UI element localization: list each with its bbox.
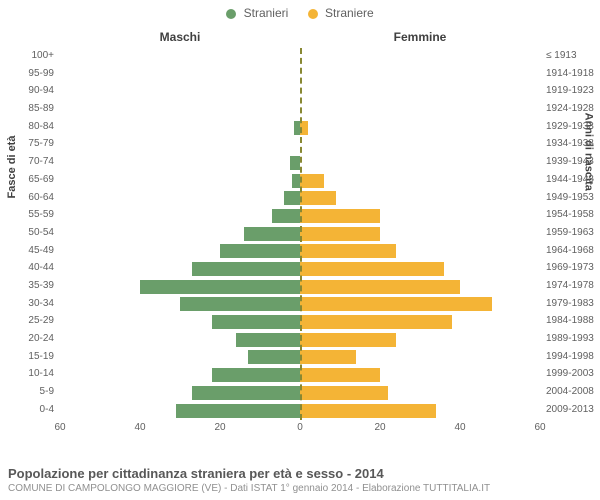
age-label: 95-99 — [4, 68, 60, 79]
population-pyramid: Maschi Femmine 100+≤ 191395-991914-19189… — [60, 30, 540, 440]
birth-year-label: 1919-1923 — [540, 85, 598, 96]
age-label: 5-9 — [4, 386, 60, 397]
legend-dot-male — [226, 9, 236, 19]
birth-year-label: 1964-1968 — [540, 245, 598, 256]
bar-female — [300, 350, 356, 364]
legend-item-male: Stranieri — [226, 6, 288, 20]
birth-year-label: 1949-1953 — [540, 192, 598, 203]
age-label: 60-64 — [4, 192, 60, 203]
bar-male — [292, 174, 300, 188]
bar-male — [176, 404, 300, 418]
birth-year-label: 1924-1928 — [540, 103, 598, 114]
age-label: 80-84 — [4, 121, 60, 132]
bar-female — [300, 386, 388, 400]
column-header-male: Maschi — [60, 30, 300, 44]
bar-male — [212, 315, 300, 329]
bar-female — [300, 297, 492, 311]
x-tick: 20 — [214, 422, 225, 433]
legend-label-male: Stranieri — [244, 6, 289, 20]
age-label: 25-29 — [4, 315, 60, 326]
bar-male — [140, 280, 300, 294]
bar-female — [300, 244, 396, 258]
age-label: 90-94 — [4, 85, 60, 96]
legend-label-female: Straniere — [325, 6, 374, 20]
birth-year-label: 1989-1993 — [540, 333, 598, 344]
x-tick: 40 — [454, 422, 465, 433]
bar-female — [300, 333, 396, 347]
x-tick: 0 — [297, 422, 303, 433]
age-label: 85-89 — [4, 103, 60, 114]
bar-male — [236, 333, 300, 347]
bar-male — [248, 350, 300, 364]
bar-male — [284, 191, 300, 205]
age-label: 0-4 — [4, 404, 60, 415]
age-label: 35-39 — [4, 280, 60, 291]
footer-title: Popolazione per cittadinanza straniera p… — [8, 466, 592, 481]
bar-female — [300, 174, 324, 188]
age-label: 55-59 — [4, 209, 60, 220]
birth-year-label: 2009-2013 — [540, 404, 598, 415]
birth-year-label: 1974-1978 — [540, 280, 598, 291]
birth-year-label: 1914-1918 — [540, 68, 598, 79]
footer-subtitle: COMUNE DI CAMPOLONGO MAGGIORE (VE) - Dat… — [8, 483, 592, 494]
bar-male — [220, 244, 300, 258]
birth-year-label: 1969-1973 — [540, 262, 598, 273]
legend-item-female: Straniere — [308, 6, 374, 20]
bar-male — [180, 297, 300, 311]
bar-male — [192, 262, 300, 276]
center-divider — [300, 48, 302, 420]
x-tick: 40 — [134, 422, 145, 433]
x-tick: 20 — [374, 422, 385, 433]
birth-year-label: 1994-1998 — [540, 351, 598, 362]
birth-year-label: 1944-1948 — [540, 174, 598, 185]
bar-male — [212, 368, 300, 382]
x-tick: 60 — [54, 422, 65, 433]
birth-year-label: 2004-2008 — [540, 386, 598, 397]
birth-year-label: 1984-1988 — [540, 315, 598, 326]
chart-footer: Popolazione per cittadinanza straniera p… — [8, 466, 592, 494]
birth-year-label: 1979-1983 — [540, 298, 598, 309]
bar-female — [300, 315, 452, 329]
legend-dot-female — [308, 9, 318, 19]
bar-female — [300, 280, 460, 294]
birth-year-label: 1959-1963 — [540, 227, 598, 238]
x-axis: 6040200204060 — [60, 422, 540, 438]
x-tick: 60 — [534, 422, 545, 433]
birth-year-label: 1939-1943 — [540, 156, 598, 167]
age-label: 40-44 — [4, 262, 60, 273]
birth-year-label: ≤ 1913 — [540, 50, 598, 61]
birth-year-label: 1999-2003 — [540, 368, 598, 379]
bar-female — [300, 227, 380, 241]
bar-female — [300, 368, 380, 382]
bar-male — [192, 386, 300, 400]
age-label: 15-19 — [4, 351, 60, 362]
birth-year-label: 1934-1938 — [540, 138, 598, 149]
column-header-female: Femmine — [300, 30, 540, 44]
bar-male — [290, 156, 300, 170]
age-label: 75-79 — [4, 138, 60, 149]
age-label: 20-24 — [4, 333, 60, 344]
age-label: 45-49 — [4, 245, 60, 256]
age-label: 50-54 — [4, 227, 60, 238]
bar-female — [300, 262, 444, 276]
birth-year-label: 1954-1958 — [540, 209, 598, 220]
age-label: 65-69 — [4, 174, 60, 185]
birth-year-label: 1929-1933 — [540, 121, 598, 132]
age-label: 70-74 — [4, 156, 60, 167]
bar-female — [300, 209, 380, 223]
age-label: 100+ — [4, 50, 60, 61]
bar-female — [300, 191, 336, 205]
bar-female — [300, 404, 436, 418]
bar-male — [272, 209, 300, 223]
age-label: 30-34 — [4, 298, 60, 309]
age-label: 10-14 — [4, 368, 60, 379]
legend: Stranieri Straniere — [0, 6, 600, 20]
bar-male — [244, 227, 300, 241]
